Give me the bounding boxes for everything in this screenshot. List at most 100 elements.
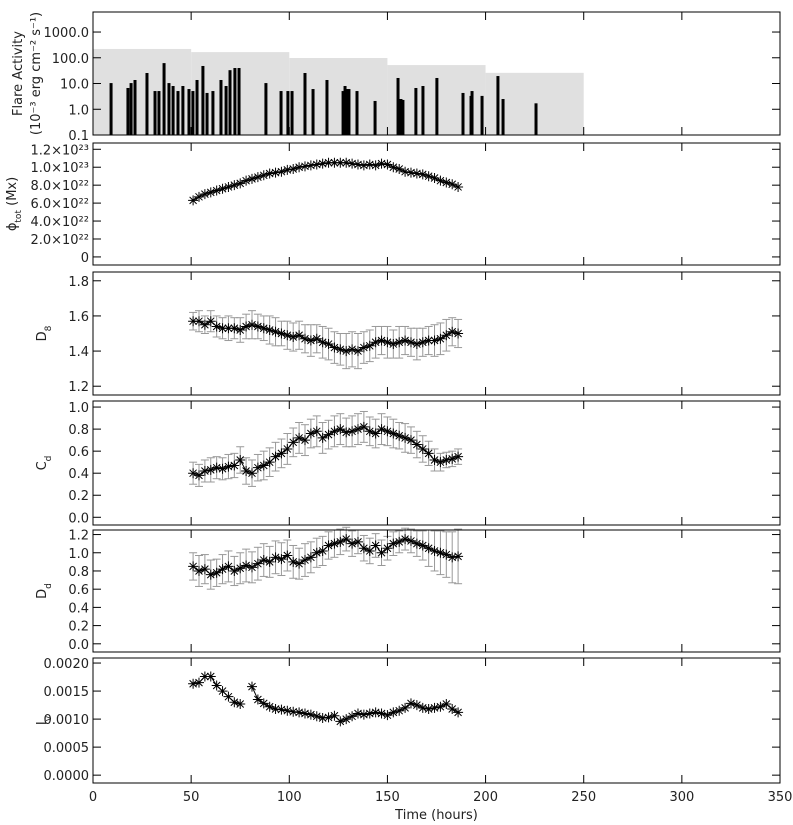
y-tick-label: 0.0005: [44, 741, 90, 756]
data-point: [411, 538, 422, 549]
y-axis-label: ϕtot (Mx): [5, 177, 24, 231]
data-point: [276, 554, 287, 565]
x-tick-label: 250: [571, 790, 596, 805]
flare-bar: [233, 68, 237, 135]
data-point: [199, 564, 210, 575]
data-point: [347, 344, 358, 355]
x-tick-label: 50: [183, 790, 200, 805]
data-point: [246, 468, 257, 479]
flare-bar: [237, 68, 241, 135]
y-tick-label: 0: [81, 251, 89, 266]
data-point: [193, 316, 204, 327]
data-point: [246, 319, 257, 330]
data-point: [223, 461, 234, 472]
y-tick-label: 0.0015: [44, 685, 90, 700]
data-point: [352, 159, 363, 170]
data-point: [217, 463, 228, 474]
x-tick-label: 0: [89, 790, 97, 805]
data-point: [447, 326, 458, 337]
y-tick-label: 0.0020: [44, 657, 90, 672]
flare-bar: [480, 95, 484, 135]
panel: 0.0 0.2 0.4 0.6 0.8 1.0 1.2 Dd: [35, 526, 781, 653]
data-point: [282, 705, 293, 716]
data-point: [294, 707, 305, 718]
data-point: [394, 337, 405, 348]
data-point: [341, 427, 352, 438]
data-point: [282, 330, 293, 341]
data-point: [294, 162, 305, 173]
data-point: [370, 428, 381, 439]
data-point: [246, 681, 257, 692]
data-point: [299, 161, 310, 172]
data-point: [205, 464, 216, 475]
data-point: [311, 711, 322, 722]
data-point: [335, 424, 346, 435]
y-axis-label-part: I: [35, 721, 50, 725]
x-axis-label: Time (hours): [394, 808, 478, 823]
data-point: [188, 195, 199, 206]
data-point: [453, 328, 464, 339]
data-point: [423, 704, 434, 715]
flare-bar: [435, 77, 439, 135]
data-point: [352, 536, 363, 547]
data-point: [205, 569, 216, 580]
data-point: [241, 175, 252, 186]
y-tick-label: 1.6: [68, 310, 89, 325]
flare-bar: [534, 103, 538, 135]
data-point: [235, 324, 246, 335]
data-point: [411, 700, 422, 711]
flare-bar: [303, 73, 307, 135]
data-point: [188, 316, 199, 327]
data-point: [323, 712, 334, 723]
data-point: [305, 335, 316, 346]
data-point: [358, 342, 369, 353]
panel: 0.1 1.0 10.0 100.0 1000.0 Flare Activity (10⁻³…: [11, 11, 781, 144]
y-axis-label-part: (10⁻³ erg cm⁻² s⁻¹): [29, 12, 44, 135]
data-point: [429, 172, 440, 183]
flare-bar: [191, 91, 195, 135]
y-axis-label-part: D: [35, 331, 50, 341]
y-tick-label: 0.1: [68, 129, 89, 144]
data-point: [376, 708, 387, 719]
data-point: [329, 342, 340, 353]
plot-frame: [92, 11, 781, 136]
flare-bar: [228, 70, 232, 135]
data-point: [329, 710, 340, 721]
data-point: [400, 335, 411, 346]
data-point: [423, 171, 434, 182]
flare-bar: [355, 91, 359, 135]
data-point: [335, 716, 346, 727]
data-point: [223, 323, 234, 334]
y-axis-label-part: ϕ: [5, 223, 20, 232]
data-point: [217, 564, 228, 575]
data-point: [394, 430, 405, 441]
data-point: [405, 435, 416, 446]
data-point: [352, 708, 363, 719]
data-point: [294, 330, 305, 341]
data-point: [352, 346, 363, 357]
data-point: [447, 704, 458, 715]
data-point: [311, 547, 322, 558]
flare-bar: [373, 100, 377, 135]
data-point: [370, 160, 381, 171]
data-point: [405, 337, 416, 348]
data-point: [358, 709, 369, 720]
y-axis-label-part: d: [44, 583, 54, 589]
y-axis-label: Cd: [35, 456, 54, 471]
data-point: [317, 545, 328, 556]
y-tick-label: 0.4: [68, 601, 89, 616]
plot-frame: [92, 271, 781, 396]
flare-bar: [205, 92, 209, 135]
data-point: [358, 160, 369, 171]
data-point: [317, 337, 328, 348]
x-tick-label: 350: [768, 790, 793, 805]
data-point: [205, 187, 216, 198]
data-point: [382, 543, 393, 554]
y-tick-label: 1.0×10²³: [30, 161, 89, 176]
data-point: [376, 335, 387, 346]
data-point: [282, 164, 293, 175]
data-point: [388, 339, 399, 350]
data-point: [388, 162, 399, 173]
flare-bar: [211, 91, 215, 135]
data-point: [364, 426, 375, 437]
